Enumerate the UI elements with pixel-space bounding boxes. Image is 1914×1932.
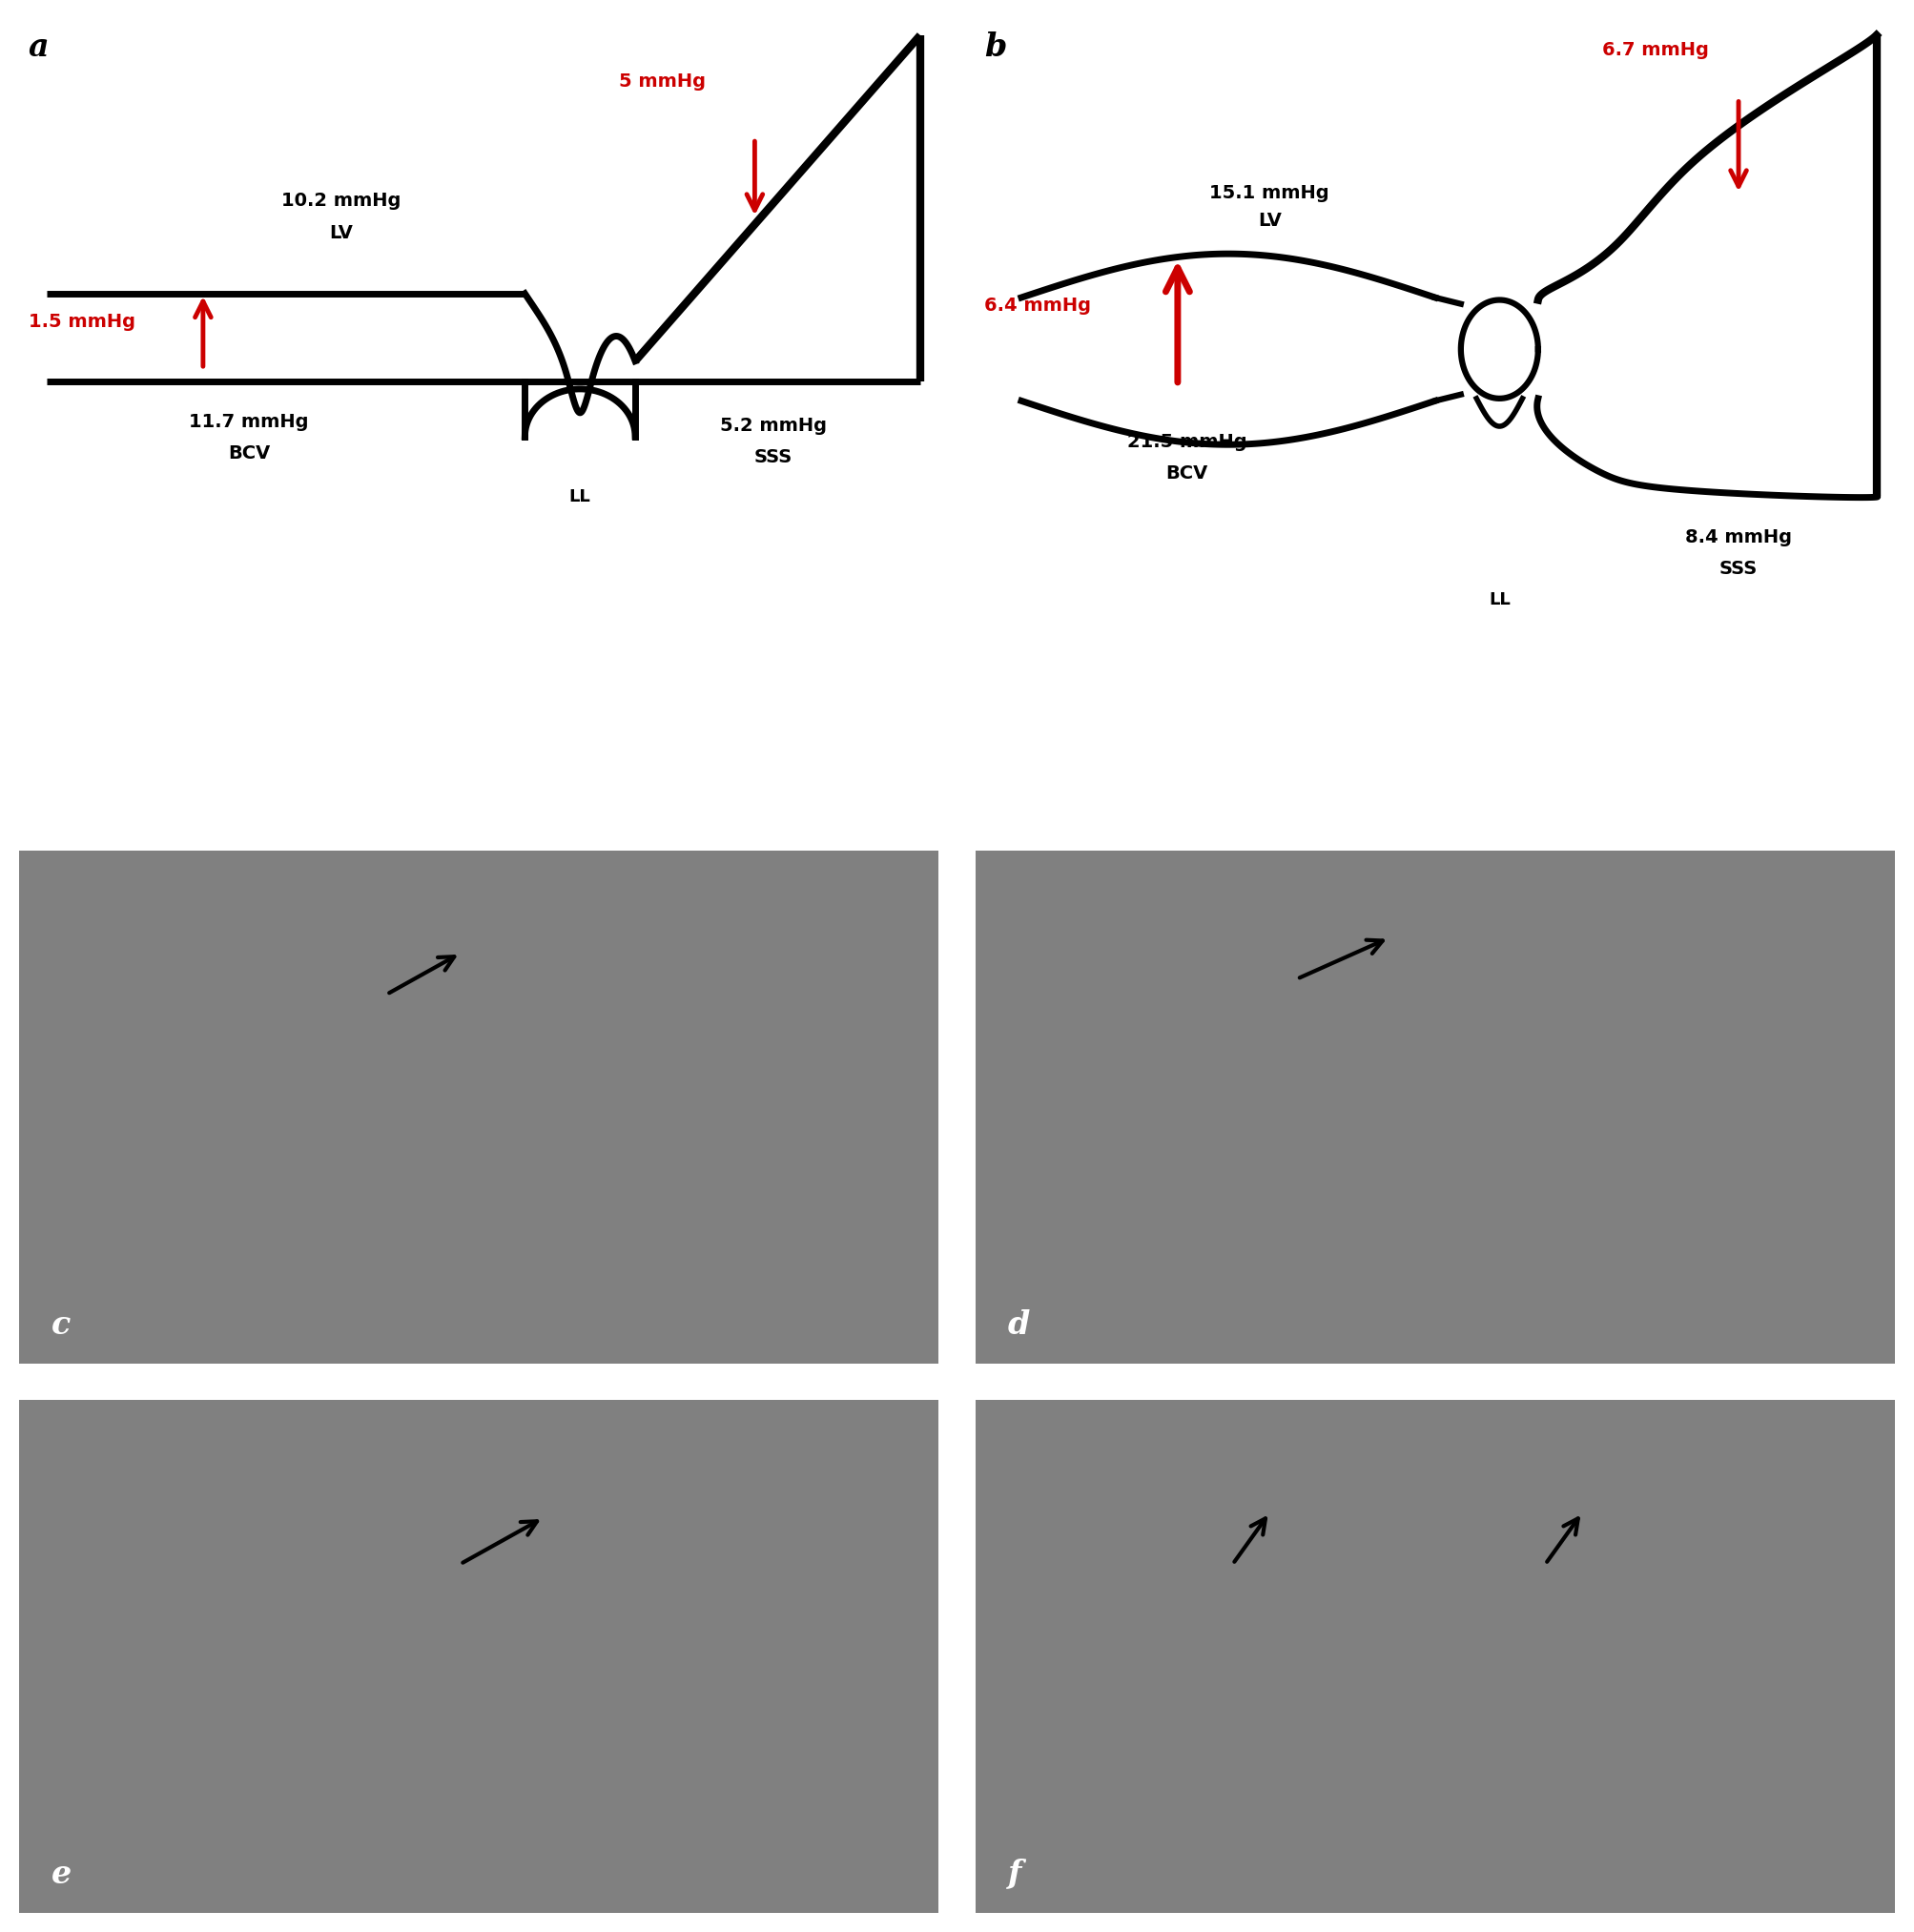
Text: 15.1 mmHg: 15.1 mmHg bbox=[1210, 184, 1330, 203]
Text: LL: LL bbox=[568, 489, 591, 506]
Text: 6.7 mmHg: 6.7 mmHg bbox=[1602, 41, 1709, 60]
Text: 6.4 mmHg: 6.4 mmHg bbox=[984, 296, 1091, 315]
Text: 11.7 mmHg: 11.7 mmHg bbox=[189, 413, 308, 431]
Text: b: b bbox=[984, 31, 1007, 62]
Text: 21.5 mmHg: 21.5 mmHg bbox=[1127, 433, 1246, 450]
Text: BCV: BCV bbox=[1166, 464, 1208, 483]
Text: c: c bbox=[52, 1308, 71, 1341]
Text: a: a bbox=[29, 31, 50, 62]
Text: SSS: SSS bbox=[754, 448, 792, 468]
Text: LV: LV bbox=[329, 224, 352, 242]
Text: 5 mmHg: 5 mmHg bbox=[620, 73, 706, 91]
Text: f: f bbox=[1007, 1859, 1022, 1889]
Text: 1.5 mmHg: 1.5 mmHg bbox=[29, 313, 136, 330]
Text: d: d bbox=[1007, 1308, 1030, 1341]
Text: 10.2 mmHg: 10.2 mmHg bbox=[281, 191, 400, 211]
Text: LV: LV bbox=[1257, 213, 1282, 230]
Text: 8.4 mmHg: 8.4 mmHg bbox=[1684, 527, 1792, 547]
Text: SSS: SSS bbox=[1719, 560, 1757, 578]
Text: LL: LL bbox=[1489, 591, 1510, 609]
Text: e: e bbox=[52, 1859, 71, 1889]
Text: 5.2 mmHg: 5.2 mmHg bbox=[720, 417, 827, 435]
Text: BCV: BCV bbox=[228, 444, 270, 462]
